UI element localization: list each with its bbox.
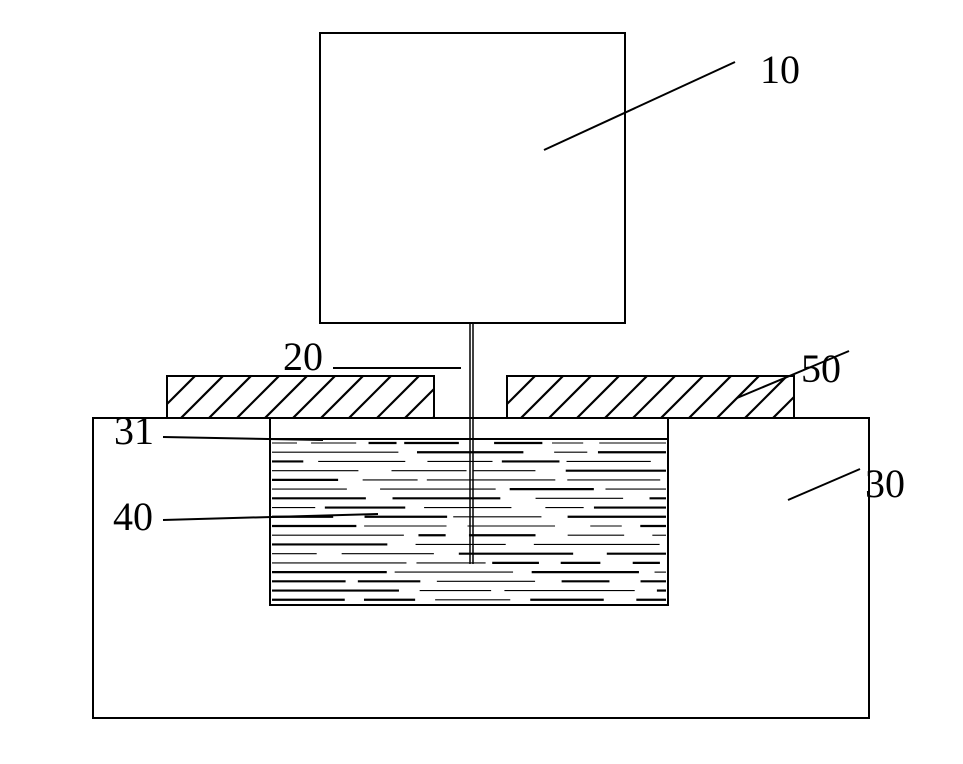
label-20: 20 (283, 334, 323, 379)
label-40: 40 (113, 494, 153, 539)
label-31: 31 (114, 408, 154, 453)
label-30: 30 (865, 461, 905, 506)
label-10: 10 (760, 47, 800, 92)
label-50: 50 (801, 346, 841, 391)
